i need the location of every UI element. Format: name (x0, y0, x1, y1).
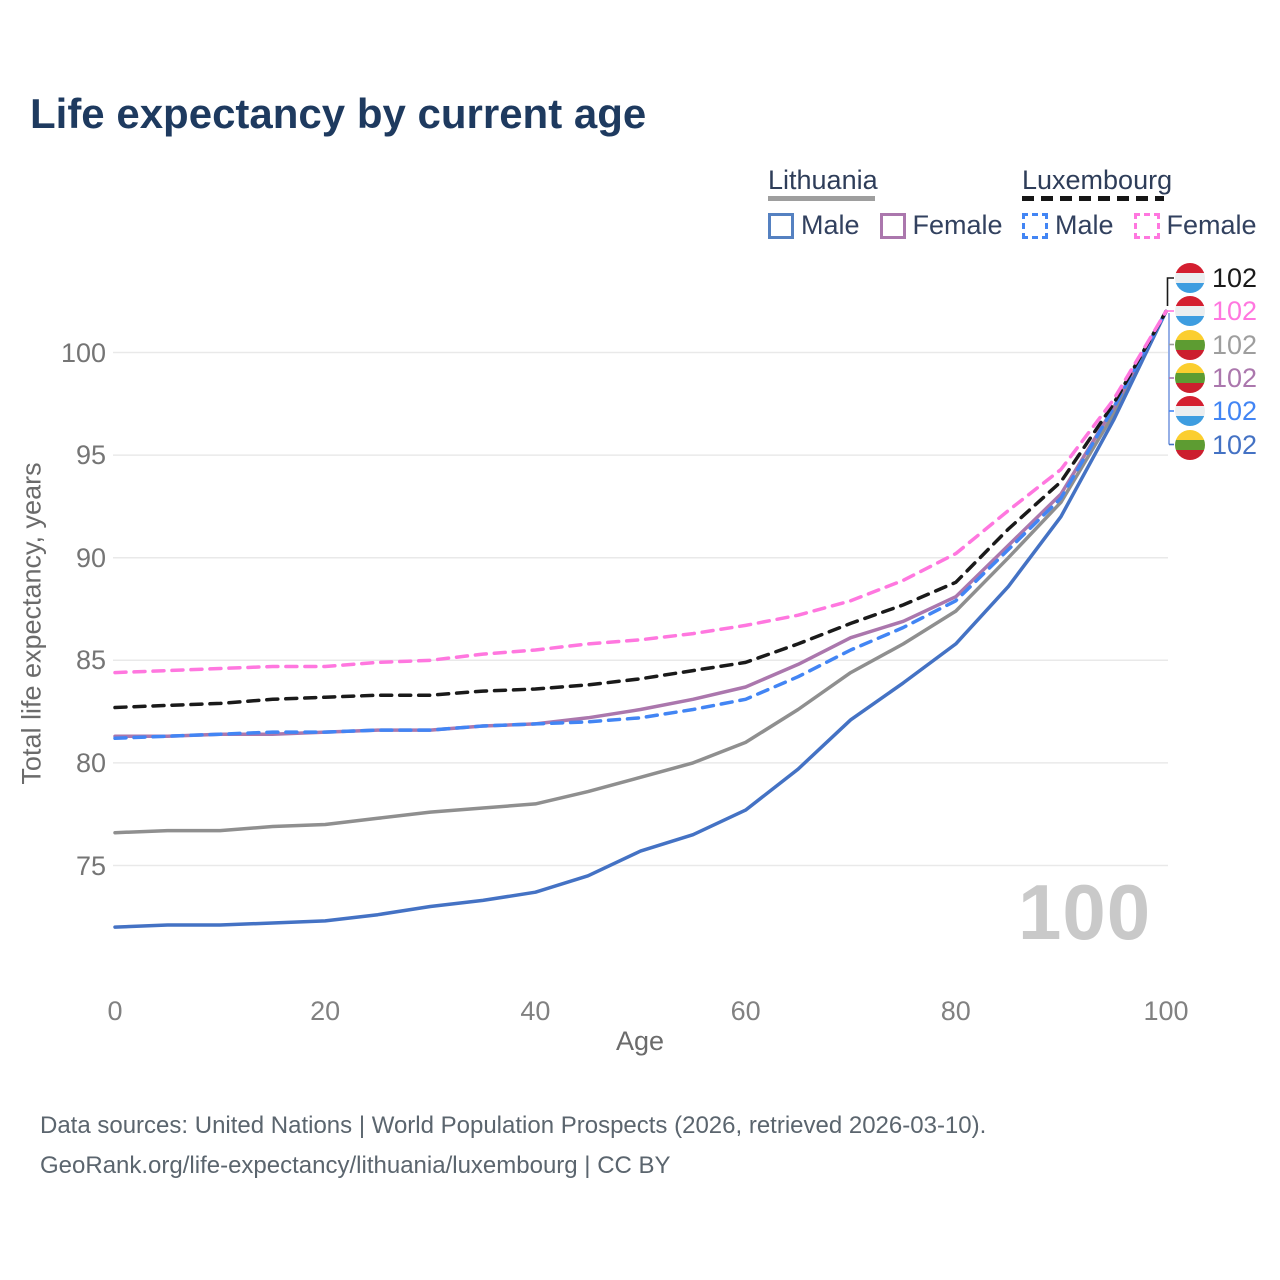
x-tick-label: 20 (310, 996, 341, 1026)
legend-group-luxembourg: Luxembourg Male Female (1022, 166, 1257, 241)
legend-underline-solid (768, 196, 875, 201)
series-line-lithuania-female (113, 309, 1168, 738)
series-lines (113, 309, 1168, 929)
y-tick-label: 85 (75, 645, 106, 676)
legend-group-lithuania: Lithuania Male Female (768, 166, 1003, 241)
footer: Data sources: United Nations | World Pop… (40, 1106, 986, 1186)
end-label-row: 102 (1175, 395, 1257, 427)
end-label-row: 102 (1175, 262, 1257, 294)
end-label-value: 102 (1212, 396, 1258, 426)
legend-swatch-lithuania-male[interactable] (768, 212, 794, 239)
series-line-luxembourg-male (113, 309, 1168, 741)
legend-country-luxembourg[interactable]: Luxembourg (1022, 165, 1173, 195)
lithuania-flag-icon (1175, 429, 1205, 460)
legend-swatch-luxembourg-female[interactable] (1133, 212, 1160, 239)
lithuania-flag-icon (1175, 363, 1205, 393)
legend-label-lithuania-female[interactable]: Female (912, 210, 1003, 240)
lithuania-flag-icon (1175, 329, 1205, 360)
y-tick-label: 100 (60, 337, 106, 368)
end-label-connectors (1166, 277, 1174, 446)
legend-label-luxembourg-male[interactable]: Male (1055, 210, 1114, 240)
footer-attribution: GeoRank.org/life-expectancy/lithuania/lu… (40, 1152, 671, 1179)
end-label-value: 102 (1212, 329, 1258, 360)
y-tick-label: 90 (75, 542, 106, 573)
luxembourg-flag-icon (1175, 296, 1205, 326)
luxembourg-flag-icon (1175, 396, 1205, 426)
end-label-value: 102 (1212, 263, 1258, 293)
legend-country-lithuania[interactable]: Lithuania (768, 165, 878, 195)
page-title: Life expectancy by current age (30, 90, 647, 137)
series-line-lithuania-male (113, 309, 1168, 929)
connector-luxembourg-total (1166, 277, 1174, 306)
x-axis-title: Age (615, 1026, 665, 1056)
end-label-value: 102 (1212, 429, 1258, 460)
x-tick-label: 40 (520, 996, 551, 1026)
series-line-lithuania-total (113, 309, 1168, 835)
x-tick-label: 0 (107, 996, 123, 1026)
end-label-row: 102 (1175, 362, 1257, 394)
y-tick-label: 75 (75, 850, 106, 881)
end-label-value: 102 (1212, 363, 1258, 393)
legend-swatch-luxembourg-male[interactable] (1022, 212, 1048, 239)
end-label-row: 102 (1175, 329, 1257, 361)
luxembourg-flag-icon (1175, 263, 1205, 293)
series-line-luxembourg-female (113, 309, 1168, 675)
y-tick-label: 80 (75, 747, 106, 778)
x-tick-label: 60 (730, 996, 761, 1026)
y-tick-label: 95 (75, 440, 106, 471)
end-label-row: 102 (1175, 429, 1257, 461)
footer-data-sources: Data sources: United Nations | World Pop… (40, 1112, 987, 1139)
legend-label-lithuania-male[interactable]: Male (801, 210, 860, 240)
legend-underline-dashed (1022, 196, 1164, 201)
age-counter-watermark: 100 (1018, 868, 1152, 956)
end-label-value: 102 (1212, 296, 1258, 326)
series-line-luxembourg-total (113, 309, 1168, 710)
end-label-row: 102 (1175, 295, 1257, 327)
legend-swatch-lithuania-female[interactable] (879, 212, 906, 239)
legend-label-luxembourg-female[interactable]: Female (1166, 210, 1257, 240)
x-tick-label: 100 (1143, 996, 1189, 1026)
x-tick-label: 80 (940, 996, 971, 1026)
gridlines (113, 351, 1168, 867)
y-axis-title: Total life expectancy, years (16, 462, 47, 785)
